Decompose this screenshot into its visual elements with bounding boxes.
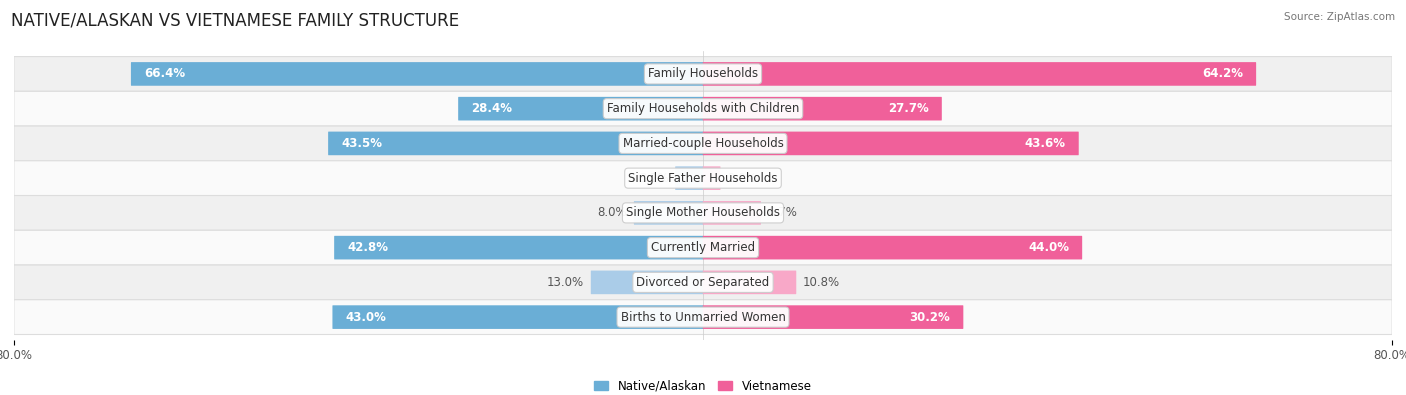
Text: Family Households with Children: Family Households with Children — [607, 102, 799, 115]
Text: Family Households: Family Households — [648, 68, 758, 81]
Text: 28.4%: 28.4% — [471, 102, 512, 115]
Text: Divorced or Separated: Divorced or Separated — [637, 276, 769, 289]
FancyBboxPatch shape — [703, 166, 720, 190]
FancyBboxPatch shape — [634, 201, 703, 225]
Text: 13.0%: 13.0% — [547, 276, 583, 289]
Text: 2.0%: 2.0% — [727, 172, 756, 184]
Legend: Native/Alaskan, Vietnamese: Native/Alaskan, Vietnamese — [589, 375, 817, 395]
Text: 64.2%: 64.2% — [1202, 68, 1243, 81]
Text: NATIVE/ALASKAN VS VIETNAMESE FAMILY STRUCTURE: NATIVE/ALASKAN VS VIETNAMESE FAMILY STRU… — [11, 12, 460, 30]
Text: 43.6%: 43.6% — [1025, 137, 1066, 150]
Text: 27.7%: 27.7% — [887, 102, 928, 115]
Text: Married-couple Households: Married-couple Households — [623, 137, 783, 150]
FancyBboxPatch shape — [332, 305, 703, 329]
Text: 43.5%: 43.5% — [342, 137, 382, 150]
FancyBboxPatch shape — [675, 166, 703, 190]
FancyBboxPatch shape — [458, 97, 703, 120]
FancyBboxPatch shape — [14, 265, 1392, 300]
Text: Source: ZipAtlas.com: Source: ZipAtlas.com — [1284, 12, 1395, 22]
Text: 3.2%: 3.2% — [638, 172, 669, 184]
FancyBboxPatch shape — [14, 91, 1392, 126]
FancyBboxPatch shape — [14, 56, 1392, 91]
Text: 30.2%: 30.2% — [910, 310, 950, 324]
FancyBboxPatch shape — [703, 201, 761, 225]
Text: 42.8%: 42.8% — [347, 241, 388, 254]
Text: Single Father Households: Single Father Households — [628, 172, 778, 184]
FancyBboxPatch shape — [335, 236, 703, 260]
Text: 44.0%: 44.0% — [1028, 241, 1069, 254]
Text: 10.8%: 10.8% — [803, 276, 839, 289]
Text: Births to Unmarried Women: Births to Unmarried Women — [620, 310, 786, 324]
Text: Currently Married: Currently Married — [651, 241, 755, 254]
Text: 6.7%: 6.7% — [768, 207, 797, 219]
Text: 43.0%: 43.0% — [346, 310, 387, 324]
FancyBboxPatch shape — [14, 300, 1392, 335]
FancyBboxPatch shape — [703, 305, 963, 329]
FancyBboxPatch shape — [14, 196, 1392, 230]
FancyBboxPatch shape — [703, 271, 796, 294]
Text: 66.4%: 66.4% — [143, 68, 186, 81]
Text: 8.0%: 8.0% — [598, 207, 627, 219]
FancyBboxPatch shape — [703, 62, 1256, 86]
FancyBboxPatch shape — [703, 97, 942, 120]
FancyBboxPatch shape — [14, 126, 1392, 161]
FancyBboxPatch shape — [14, 230, 1392, 265]
FancyBboxPatch shape — [591, 271, 703, 294]
FancyBboxPatch shape — [328, 132, 703, 155]
FancyBboxPatch shape — [703, 132, 1078, 155]
FancyBboxPatch shape — [703, 236, 1083, 260]
Text: Single Mother Households: Single Mother Households — [626, 207, 780, 219]
FancyBboxPatch shape — [131, 62, 703, 86]
FancyBboxPatch shape — [14, 161, 1392, 196]
